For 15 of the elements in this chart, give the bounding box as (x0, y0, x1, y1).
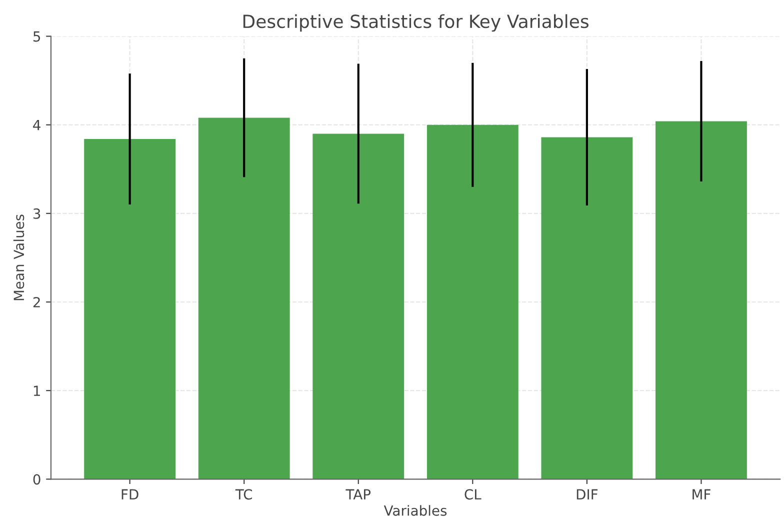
x-tick-label: TC (235, 489, 252, 500)
x-tick-label: CL (464, 489, 482, 500)
y-tick-label: 0 (33, 474, 40, 485)
y-axis-title: Mean Values (13, 214, 24, 300)
x-tick-label: FD (122, 489, 138, 500)
y-tick-label: 2 (33, 296, 40, 308)
y-tick-label: 4 (33, 120, 40, 130)
y-tick-label: 1 (34, 386, 40, 396)
x-tick-label: MF (692, 489, 710, 500)
chart-title: Descriptive Statistics for Key Variables (243, 14, 588, 32)
y-tick-label: 3 (33, 208, 40, 219)
x-axis-title: Variables (384, 505, 447, 516)
x-tick-label: TAP (346, 489, 371, 500)
y-tick-label: 5 (33, 31, 40, 42)
x-tick-label: DIF (576, 489, 598, 500)
